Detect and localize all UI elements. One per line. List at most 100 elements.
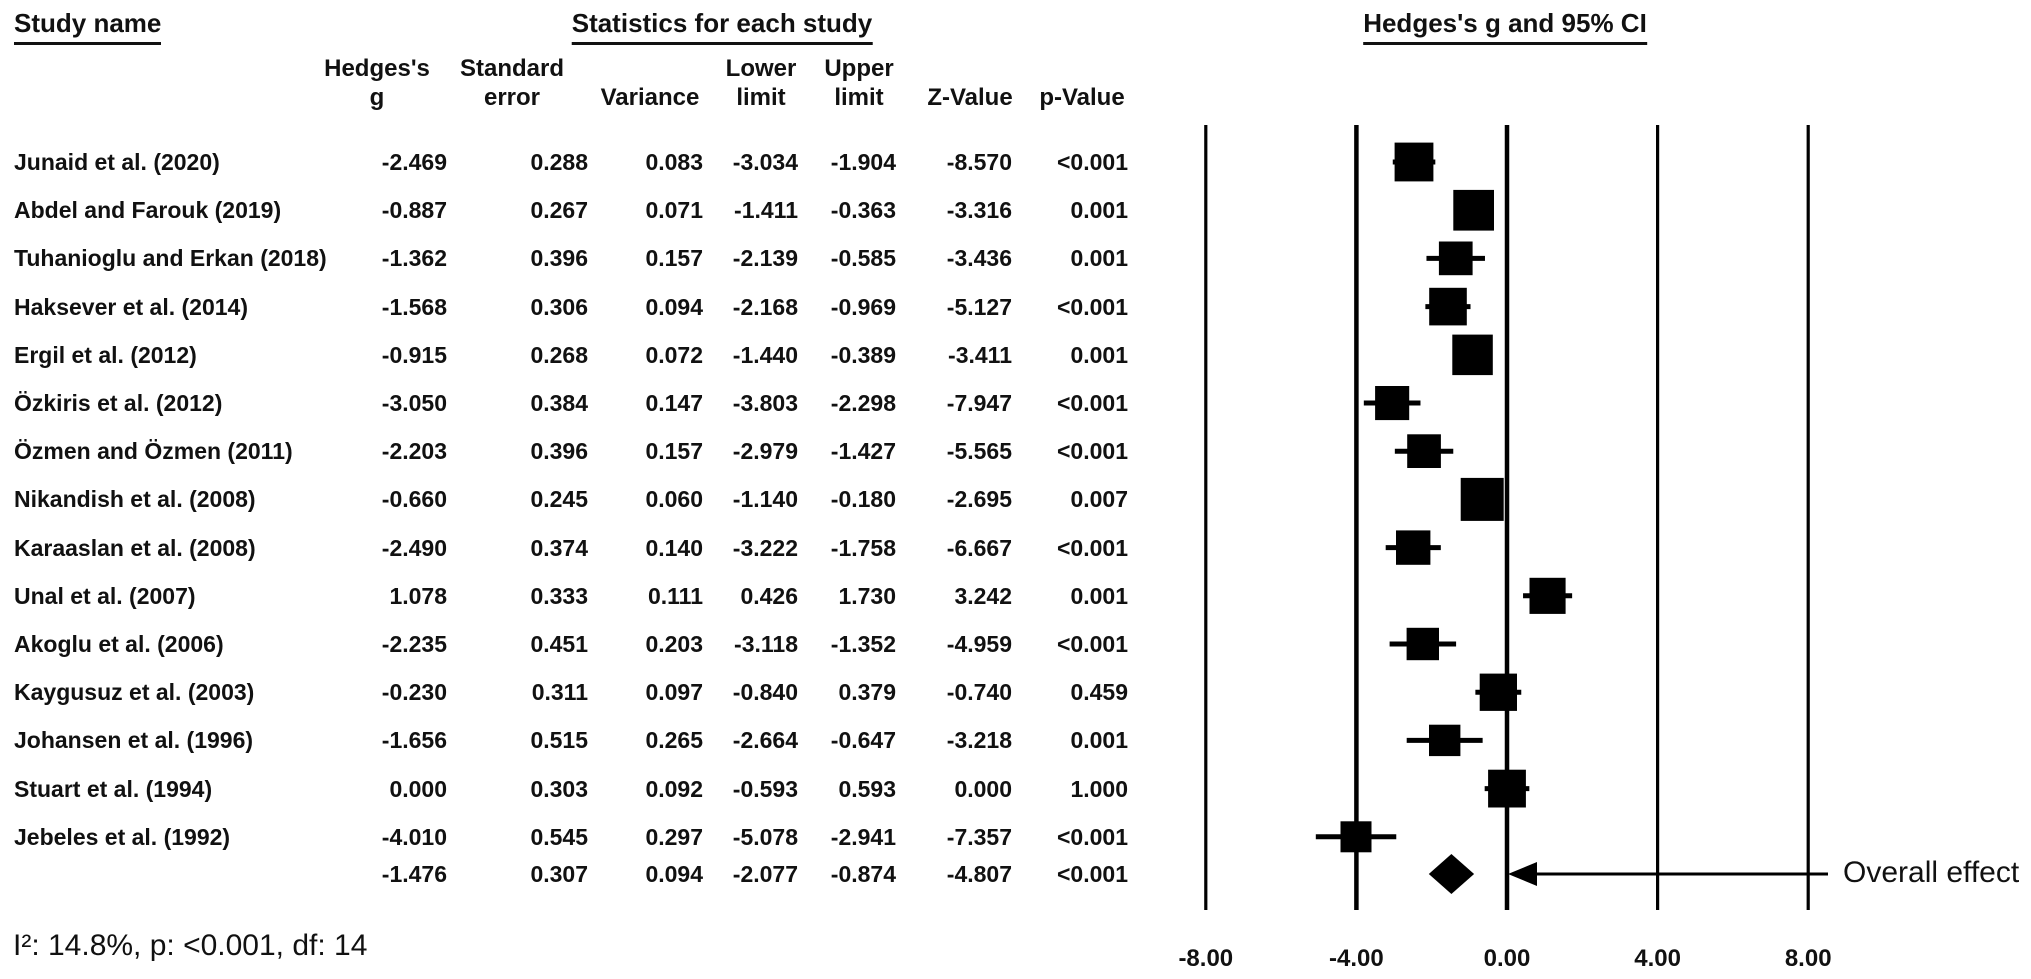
cell-z: -2.695 — [946, 486, 1012, 513]
cell-z: -7.947 — [946, 390, 1012, 416]
cell-upper: -1.352 — [830, 631, 896, 657]
table-row: Tuhanioglu and Erkan (2018) -1.362 0.396 0.… — [0, 242, 2031, 274]
column-header: Z-Value — [927, 84, 1013, 111]
cell-lower: -0.593 — [732, 775, 798, 802]
cell-se: 0.545 — [530, 823, 588, 850]
study-name: Unal et al. (2007) — [14, 582, 196, 609]
cell-variance: 0.297 — [645, 823, 703, 850]
cell-se: 0.307 — [530, 861, 588, 887]
cell-se: 0.451 — [530, 631, 588, 657]
cell-upper: -0.969 — [830, 293, 896, 320]
study-name: Junaid et al. (2020) — [14, 149, 220, 175]
cell-se: 0.268 — [530, 341, 588, 368]
cell-p: 0.001 — [1070, 727, 1128, 754]
cell-variance: 0.094 — [645, 861, 703, 887]
heterogeneity-stats: I²: 14.8%, p: <0.001, df: 14 — [13, 929, 368, 962]
cell-z: -3.436 — [946, 245, 1012, 272]
cell-g: -2.469 — [381, 149, 447, 175]
cell-upper: -1.427 — [830, 438, 896, 465]
cell-variance: 0.203 — [645, 631, 703, 657]
cell-z: 3.242 — [954, 582, 1012, 609]
effect-square — [1529, 577, 1566, 614]
effect-square — [1452, 334, 1493, 376]
effect-square — [1479, 673, 1517, 711]
cell-se: 0.396 — [530, 438, 588, 465]
cell-variance: 0.083 — [645, 149, 703, 175]
cell-p: <0.001 — [1057, 631, 1128, 657]
effect-square — [1407, 434, 1441, 468]
column-header: Standard error — [459, 55, 564, 111]
study-name: Karaaslan et al. (2008) — [14, 534, 256, 561]
cell-p: 0.459 — [1070, 679, 1128, 706]
effect-square — [1429, 724, 1461, 757]
study-name: Akoglu et al. (2006) — [14, 631, 224, 657]
cell-z: -4.959 — [946, 631, 1012, 657]
axis-tick-label: 8.00 — [1785, 945, 1832, 972]
cell-lower: -2.664 — [732, 727, 798, 754]
cell-g: -2.490 — [381, 534, 447, 561]
cell-variance: 0.071 — [645, 197, 703, 224]
cell-se: 0.311 — [531, 679, 588, 706]
cell-lower: -1.411 — [734, 197, 798, 224]
overall-diamond — [1428, 854, 1475, 894]
effect-square — [1488, 769, 1526, 808]
cell-lower: -0.840 — [732, 679, 798, 706]
cell-p: <0.001 — [1057, 861, 1128, 887]
cell-g: -0.915 — [381, 341, 447, 368]
cell-lower: -1.140 — [732, 486, 798, 513]
cell-lower: -2.077 — [732, 861, 798, 887]
cell-upper: 0.379 — [838, 679, 896, 706]
cell-upper: -0.647 — [830, 727, 896, 754]
axis-tick-label: 0.00 — [1484, 945, 1531, 972]
axis-tick-label: 4.00 — [1634, 945, 1681, 972]
cell-g: -0.887 — [381, 197, 447, 224]
cell-variance: 0.157 — [645, 245, 703, 272]
study-name: Stuart et al. (1994) — [14, 775, 213, 802]
cell-p: <0.001 — [1057, 390, 1128, 416]
cell-z: -0.740 — [946, 679, 1012, 706]
cell-p: <0.001 — [1057, 438, 1128, 465]
table-row: Özkiris et al. (2012) -3.050 0.384 0.147 -3.… — [0, 387, 2031, 419]
study-name: Jebeles et al. (1992) — [14, 823, 231, 850]
cell-p: <0.001 — [1057, 293, 1128, 320]
cell-g: -1.656 — [381, 727, 447, 754]
cell-z: -8.570 — [946, 149, 1012, 175]
table-row: Junaid et al. (2020) -2.469 0.288 0.083 -3.0… — [0, 146, 2031, 178]
cell-se: 0.384 — [530, 390, 588, 416]
effect-square — [1406, 627, 1439, 661]
study-name: Kaygusuz et al. (2003) — [14, 679, 255, 706]
cell-p: 0.007 — [1070, 486, 1128, 513]
cell-se: 0.303 — [530, 775, 588, 802]
cell-lower: -1.440 — [732, 341, 798, 368]
cell-g: -4.010 — [381, 823, 447, 850]
cell-p: 0.001 — [1070, 197, 1128, 224]
cell-upper: -1.758 — [830, 534, 896, 561]
cell-z: 0.000 — [954, 775, 1012, 802]
table-row: Ergil et al. (2012) -0.915 0.268 0.072 -1.44… — [0, 339, 2031, 371]
column-header: Variance — [600, 84, 700, 111]
cell-variance: 0.097 — [645, 679, 703, 706]
cell-g: -0.230 — [381, 679, 447, 706]
table-row: Kaygusuz et al. (2003) -0.230 0.311 0.097 -0… — [0, 676, 2031, 708]
cell-z: -5.127 — [946, 293, 1012, 320]
cell-p: 0.001 — [1070, 341, 1128, 368]
cell-lower: -3.222 — [732, 534, 798, 561]
effect-square — [1394, 142, 1434, 182]
column-header: Hedges's g — [324, 55, 430, 111]
study-name: Özkiris et al. (2012) — [14, 390, 223, 416]
cell-g: -1.568 — [381, 293, 447, 320]
cell-lower: -3.034 — [732, 149, 798, 175]
cell-p: <0.001 — [1057, 823, 1128, 850]
cell-variance: 0.265 — [645, 727, 703, 754]
axis-tick-label: -8.00 — [1178, 945, 1233, 972]
cell-lower: -3.803 — [732, 390, 798, 416]
cell-p: 0.001 — [1070, 245, 1128, 272]
cell-upper: -2.941 — [830, 823, 896, 850]
effect-square — [1340, 821, 1372, 853]
effect-square — [1396, 530, 1431, 565]
cell-se: 0.374 — [530, 534, 588, 561]
study-name: Özmen and Özmen (2011) — [14, 438, 293, 465]
cell-upper: -0.389 — [830, 341, 896, 368]
cell-lower: -2.168 — [732, 293, 798, 320]
